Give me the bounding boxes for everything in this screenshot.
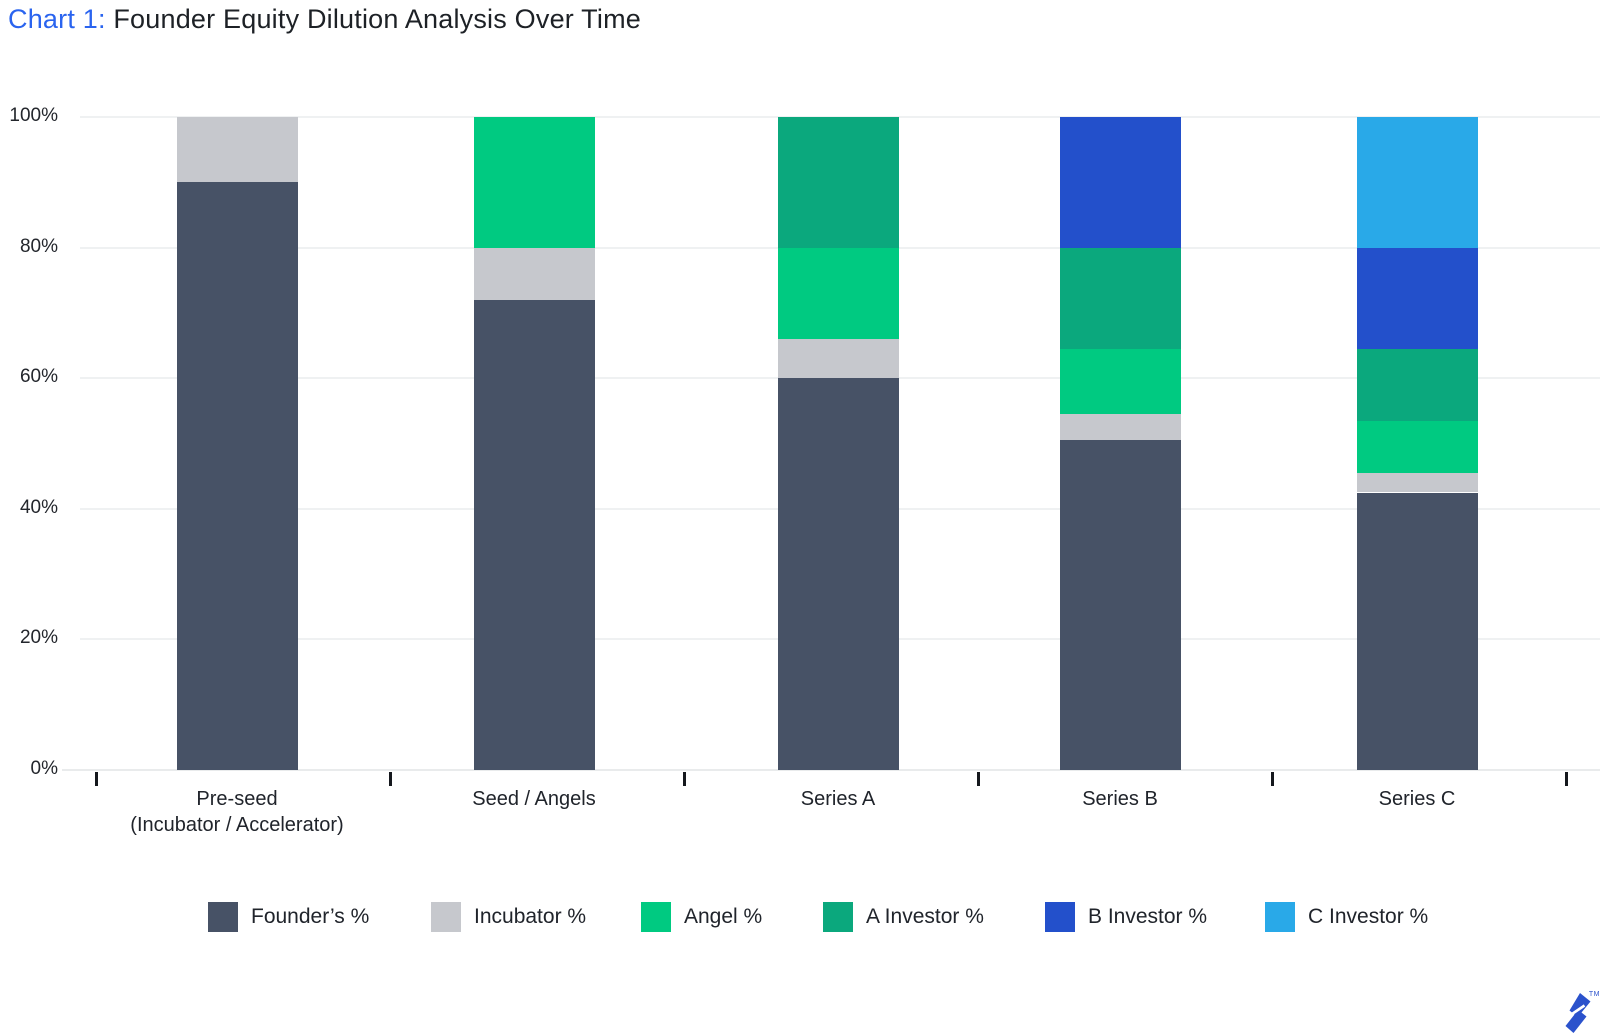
legend-item: Founder’s % <box>208 901 369 933</box>
x-axis-tick <box>1565 772 1568 786</box>
category-label: Series A <box>678 786 998 812</box>
x-axis-tick <box>95 772 98 786</box>
x-axis-line <box>62 769 1600 771</box>
legend-item: A Investor % <box>823 901 984 933</box>
bar-segment <box>777 339 899 379</box>
legend-label: Founder’s % <box>251 905 370 928</box>
legend-item: B Investor % <box>1045 901 1207 933</box>
x-axis-tick <box>977 772 980 786</box>
bar-segment <box>1356 117 1478 248</box>
x-axis-tick <box>683 772 686 786</box>
bar-segment <box>777 378 899 770</box>
category-label: Pre-seed (Incubator / Accelerator) <box>77 786 397 838</box>
category-label-line: Seed / Angels <box>472 788 596 810</box>
bar-segment <box>1059 348 1181 415</box>
chart-title: Chart 1: Founder Equity Dilution Analysi… <box>8 0 641 38</box>
trademark-label: TM <box>1588 991 1600 998</box>
x-axis-tick <box>389 772 392 786</box>
y-axis-label: 80% <box>19 236 58 257</box>
y-axis-label: 0% <box>30 758 58 779</box>
legend-label: C Investor % <box>1308 905 1429 928</box>
chart-title-text: Founder Equity Dilution Analysis Over Ti… <box>105 4 641 34</box>
bar-segment <box>176 182 298 770</box>
legend-swatch <box>1265 902 1295 932</box>
legend-swatch <box>1045 902 1075 932</box>
x-axis-tick <box>1271 772 1274 786</box>
category-label-line: Series A <box>800 788 876 810</box>
bar-segment <box>1059 117 1181 248</box>
bar-segment <box>1356 348 1478 421</box>
bar-segment <box>1356 492 1478 770</box>
legend-swatch <box>823 902 853 932</box>
bar-segment <box>1356 420 1478 473</box>
bar-segment <box>1356 472 1478 493</box>
legend-label: Angel % <box>684 905 763 928</box>
bar-segment <box>473 247 595 300</box>
category-label-line: Pre-seed <box>196 788 278 810</box>
legend-item: C Investor % <box>1265 901 1428 933</box>
legend-item: Angel % <box>641 901 762 933</box>
legend-label: A Investor % <box>866 905 984 928</box>
bar-segment <box>1059 414 1181 441</box>
legend-label: B Investor % <box>1088 905 1208 928</box>
category-label-line: (Incubator / Accelerator) <box>130 814 344 836</box>
legend-swatch <box>431 902 461 932</box>
y-axis-label: 100% <box>9 105 58 126</box>
bar-segment <box>777 247 899 339</box>
bar-segment <box>473 117 595 248</box>
bar-segment <box>473 299 595 770</box>
bar-segment <box>777 117 899 248</box>
legend-swatch <box>641 902 671 932</box>
chart-title-prefix: Chart 1: <box>8 4 106 34</box>
y-axis-label: 20% <box>19 627 58 648</box>
category-label: Series C <box>1257 786 1577 812</box>
bar-segment <box>1059 247 1181 349</box>
legend-label: Incubator % <box>474 905 587 928</box>
category-label: Seed / Angels <box>374 786 694 812</box>
legend-item: Incubator % <box>431 901 586 933</box>
toptal-logo-icon <box>1565 993 1591 1033</box>
category-label: Series B <box>960 786 1280 812</box>
category-label-line: Series C <box>1378 788 1456 810</box>
y-axis-label: 40% <box>19 497 58 518</box>
toptal-logo: TM <box>1564 991 1600 1034</box>
y-axis-label: 60% <box>19 366 58 387</box>
legend-swatch <box>208 902 238 932</box>
category-label-line: Series B <box>1082 788 1158 810</box>
bar-segment <box>176 117 298 183</box>
bar-segment <box>1059 440 1181 770</box>
bar-segment <box>1356 247 1478 349</box>
